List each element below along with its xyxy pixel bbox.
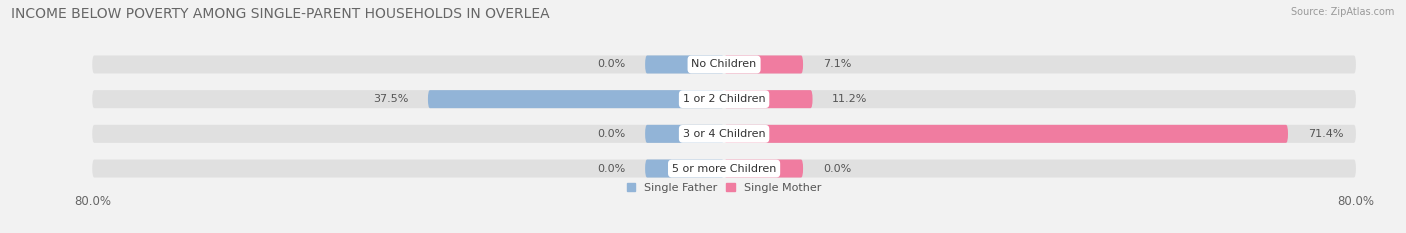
FancyBboxPatch shape: [724, 125, 1288, 143]
FancyBboxPatch shape: [724, 55, 803, 73]
Text: 0.0%: 0.0%: [598, 164, 626, 174]
FancyBboxPatch shape: [645, 55, 724, 73]
Legend: Single Father, Single Mother: Single Father, Single Mother: [627, 183, 821, 193]
FancyBboxPatch shape: [724, 160, 803, 178]
FancyBboxPatch shape: [93, 160, 1355, 178]
FancyBboxPatch shape: [93, 90, 1355, 108]
Text: Source: ZipAtlas.com: Source: ZipAtlas.com: [1291, 7, 1395, 17]
FancyBboxPatch shape: [645, 125, 724, 143]
Text: 3 or 4 Children: 3 or 4 Children: [683, 129, 765, 139]
Text: INCOME BELOW POVERTY AMONG SINGLE-PARENT HOUSEHOLDS IN OVERLEA: INCOME BELOW POVERTY AMONG SINGLE-PARENT…: [11, 7, 550, 21]
Text: 0.0%: 0.0%: [823, 164, 851, 174]
Text: 1 or 2 Children: 1 or 2 Children: [683, 94, 765, 104]
FancyBboxPatch shape: [427, 90, 724, 108]
Text: No Children: No Children: [692, 59, 756, 69]
Text: 11.2%: 11.2%: [832, 94, 868, 104]
Text: 0.0%: 0.0%: [598, 129, 626, 139]
Text: 37.5%: 37.5%: [373, 94, 408, 104]
Text: 0.0%: 0.0%: [598, 59, 626, 69]
Text: 71.4%: 71.4%: [1308, 129, 1343, 139]
FancyBboxPatch shape: [724, 90, 813, 108]
FancyBboxPatch shape: [645, 160, 724, 178]
FancyBboxPatch shape: [93, 125, 1355, 143]
Text: 5 or more Children: 5 or more Children: [672, 164, 776, 174]
Text: 7.1%: 7.1%: [823, 59, 851, 69]
FancyBboxPatch shape: [93, 55, 1355, 73]
